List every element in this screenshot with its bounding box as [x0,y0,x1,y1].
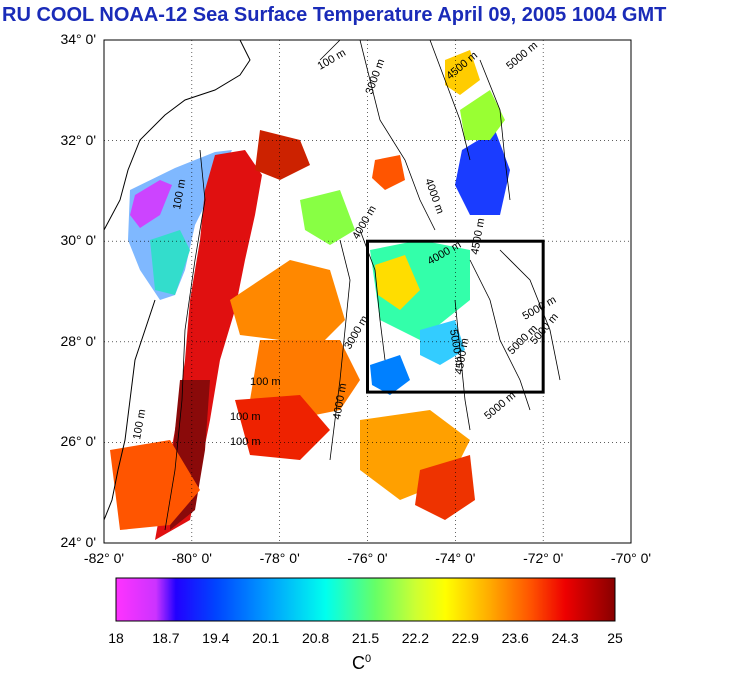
sst-patch-orange-e [372,155,405,190]
colorbar-unit: C0 [352,653,372,673]
longitude-label: -76° 0' [347,550,388,566]
colorbar-tick-label: 21.5 [351,630,380,646]
map-title: RU COOL NOAA-12 Sea Surface Temperature … [2,4,667,26]
sst-patch-blue-a [455,130,510,215]
florida-coast [103,299,156,521]
latitude-label: 26° 0' [60,433,96,450]
sst-patch-teal [150,230,190,295]
latitude-label: 34° 0' [60,31,96,47]
contour-label: 4000 m [350,204,379,242]
sst-patch-magenta [130,180,172,228]
sst-patch-cyan-b [420,320,465,365]
contour-label: 5000 m [504,40,540,73]
colorbar-tick-label: 24.3 [551,630,579,646]
colorbar-tick-label: 25 [607,630,623,646]
coastline [103,39,251,231]
latitude-label: 28° 0' [60,332,96,349]
longitude-label: -70° 0' [610,550,652,566]
sst-patch-blue-b [370,355,410,395]
latitude-label: 30° 0' [60,232,96,249]
colorbar-tick-label: 22.9 [451,630,479,646]
contour-label: 5000 m [482,390,518,423]
colorbar-tick-label: 18 [108,630,124,646]
colorbar-tick-label: 20.1 [252,630,280,646]
longitude-label: -78° 0' [259,550,300,566]
sst-patch-yellow-b [445,50,480,95]
sst-layer [110,50,510,540]
contour-label: 100 m [230,436,261,448]
longitude-label: -82° 0' [83,550,125,566]
sst-patch-orange-a [230,260,345,345]
colorbar-tick-label: 19.4 [202,630,230,646]
sst-patch-green-a [460,90,505,140]
study-area-box [366,239,545,394]
longitude-label: -80° 0' [171,550,212,566]
contour-label: 100 m [171,178,188,210]
sst-patch-red-c [255,130,310,180]
contour-label: 100 m [230,411,261,423]
bathymetry-contours [164,39,561,531]
sst-patch-red-a [235,395,330,460]
contour-label: 3000 m [364,57,388,96]
sst-patch-orange-c [110,440,200,530]
contour-label: 100 m [131,408,148,440]
latitude-label: 24° 0' [60,534,96,550]
colorbar-tick-label: 23.6 [501,630,529,646]
sst-patch-green-b [300,190,355,245]
map-frame [103,39,632,544]
sst-patch-yellow-a [375,255,420,310]
colorbar-tick-label: 22.2 [401,630,430,646]
colorbar [115,577,616,622]
colorbar-tick-label: 18.7 [152,630,180,646]
longitude-label: -74° 0' [435,550,476,566]
sst-patch-red-b [415,455,475,520]
contour-label: 4500 m [469,217,487,255]
longitude-label: -72° 0' [523,550,564,566]
contour-label: 100 m [316,47,348,73]
contour-label: 100 m [250,376,281,388]
latitude-label: 32° 0' [60,131,96,148]
colorbar-tick-label: 20.8 [301,630,330,646]
contour-label: 4000 m [422,177,446,216]
